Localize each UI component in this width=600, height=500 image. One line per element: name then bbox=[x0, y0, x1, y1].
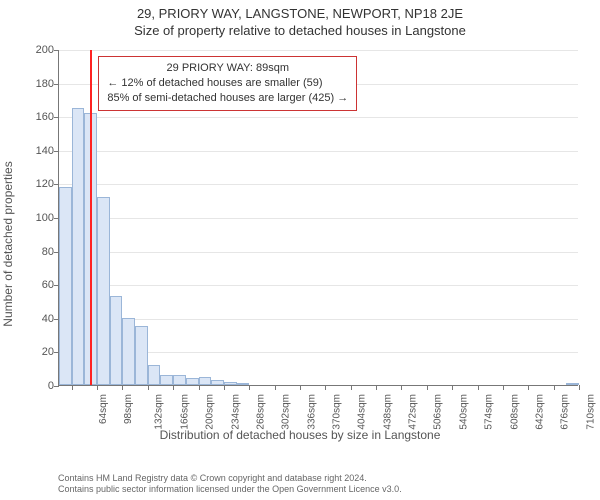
y-tick-mark bbox=[54, 84, 59, 85]
y-tick-label: 100 bbox=[0, 212, 54, 224]
x-tick-mark bbox=[148, 385, 149, 390]
histogram-bar bbox=[122, 318, 135, 385]
x-axis-label: Distribution of detached houses by size … bbox=[0, 428, 600, 442]
x-tick-label: 676sqm bbox=[560, 394, 571, 430]
x-tick-mark bbox=[199, 385, 200, 390]
attribution-text: Contains HM Land Registry data © Crown c… bbox=[58, 473, 402, 496]
annotation-line: 29 PRIORY WAY: 89sqm bbox=[107, 61, 348, 76]
annotation-line: ← 12% of detached houses are smaller (59… bbox=[107, 76, 348, 91]
y-tick-label: 120 bbox=[0, 178, 54, 190]
x-tick-mark bbox=[554, 385, 555, 390]
x-tick-label: 506sqm bbox=[433, 394, 444, 430]
histogram-bar bbox=[211, 380, 224, 385]
x-tick-label: 608sqm bbox=[509, 394, 520, 430]
gridline bbox=[59, 218, 578, 219]
y-tick-mark bbox=[54, 50, 59, 51]
histogram-bar bbox=[566, 383, 579, 385]
x-tick-mark bbox=[72, 385, 73, 390]
x-tick-mark bbox=[401, 385, 402, 390]
y-tick-label: 80 bbox=[0, 246, 54, 258]
x-tick-mark bbox=[122, 385, 123, 390]
gridline bbox=[59, 285, 578, 286]
x-tick-label: 336sqm bbox=[306, 394, 317, 430]
histogram-bar bbox=[224, 382, 237, 385]
x-tick-label: 302sqm bbox=[281, 394, 292, 430]
page-title: 29, PRIORY WAY, LANGSTONE, NEWPORT, NP18… bbox=[0, 0, 600, 21]
x-tick-label: 268sqm bbox=[255, 394, 266, 430]
x-tick-mark bbox=[478, 385, 479, 390]
x-tick-mark bbox=[300, 385, 301, 390]
y-tick-label: 40 bbox=[0, 313, 54, 325]
y-tick-mark bbox=[54, 386, 59, 387]
x-tick-label: 166sqm bbox=[179, 394, 190, 430]
y-tick-label: 0 bbox=[0, 380, 54, 392]
histogram-bar bbox=[97, 197, 110, 385]
x-tick-mark bbox=[97, 385, 98, 390]
histogram-bar bbox=[186, 378, 199, 385]
x-tick-label: 234sqm bbox=[230, 394, 241, 430]
x-tick-label: 404sqm bbox=[357, 394, 368, 430]
page-root: 29, PRIORY WAY, LANGSTONE, NEWPORT, NP18… bbox=[0, 0, 600, 500]
x-tick-label: 642sqm bbox=[534, 394, 545, 430]
y-tick-mark bbox=[54, 151, 59, 152]
x-tick-mark bbox=[528, 385, 529, 390]
x-tick-mark bbox=[351, 385, 352, 390]
x-tick-mark bbox=[173, 385, 174, 390]
histogram-bar bbox=[199, 377, 212, 385]
gridline bbox=[59, 117, 578, 118]
x-tick-mark bbox=[376, 385, 377, 390]
histogram-bar bbox=[173, 375, 186, 385]
y-tick-mark bbox=[54, 184, 59, 185]
x-tick-label: 64sqm bbox=[98, 394, 109, 424]
attribution-line: Contains public sector information licen… bbox=[58, 484, 402, 496]
histogram-bar bbox=[110, 296, 123, 385]
x-tick-label: 200sqm bbox=[205, 394, 216, 430]
x-tick-label: 132sqm bbox=[154, 394, 165, 430]
gridline bbox=[59, 319, 578, 320]
x-tick-mark bbox=[579, 385, 580, 390]
gridline bbox=[59, 151, 578, 152]
x-tick-label: 540sqm bbox=[458, 394, 469, 430]
x-tick-label: 574sqm bbox=[484, 394, 495, 430]
histogram-bar bbox=[72, 108, 85, 385]
property-marker-line bbox=[90, 50, 92, 385]
y-tick-label: 140 bbox=[0, 145, 54, 157]
gridline bbox=[59, 50, 578, 51]
page-subtitle: Size of property relative to detached ho… bbox=[0, 21, 600, 38]
histogram-bar bbox=[135, 326, 148, 385]
x-tick-mark bbox=[224, 385, 225, 390]
gridline bbox=[59, 184, 578, 185]
plot-area: 29 PRIORY WAY: 89sqm← 12% of detached ho… bbox=[58, 50, 578, 386]
x-tick-label: 98sqm bbox=[123, 394, 134, 424]
x-tick-label: 438sqm bbox=[382, 394, 393, 430]
histogram-bar bbox=[148, 365, 161, 385]
y-tick-label: 20 bbox=[0, 346, 54, 358]
annotation-line: 85% of semi-detached houses are larger (… bbox=[107, 91, 348, 106]
histogram-bar bbox=[237, 383, 250, 385]
histogram-bar bbox=[59, 187, 72, 385]
x-tick-mark bbox=[503, 385, 504, 390]
y-tick-label: 180 bbox=[0, 78, 54, 90]
x-tick-mark bbox=[325, 385, 326, 390]
x-tick-mark bbox=[427, 385, 428, 390]
y-tick-mark bbox=[54, 117, 59, 118]
x-tick-mark bbox=[275, 385, 276, 390]
chart-container: Number of detached properties 0204060801… bbox=[0, 44, 600, 444]
x-tick-mark bbox=[249, 385, 250, 390]
y-tick-label: 60 bbox=[0, 279, 54, 291]
x-tick-label: 370sqm bbox=[332, 394, 343, 430]
gridline bbox=[59, 252, 578, 253]
y-tick-label: 160 bbox=[0, 111, 54, 123]
x-tick-label: 710sqm bbox=[585, 394, 596, 430]
y-tick-label: 200 bbox=[0, 44, 54, 56]
histogram-bar bbox=[160, 375, 173, 385]
x-tick-mark bbox=[452, 385, 453, 390]
attribution-line: Contains HM Land Registry data © Crown c… bbox=[58, 473, 402, 485]
x-tick-label: 472sqm bbox=[408, 394, 419, 430]
annotation-box: 29 PRIORY WAY: 89sqm← 12% of detached ho… bbox=[98, 56, 357, 111]
